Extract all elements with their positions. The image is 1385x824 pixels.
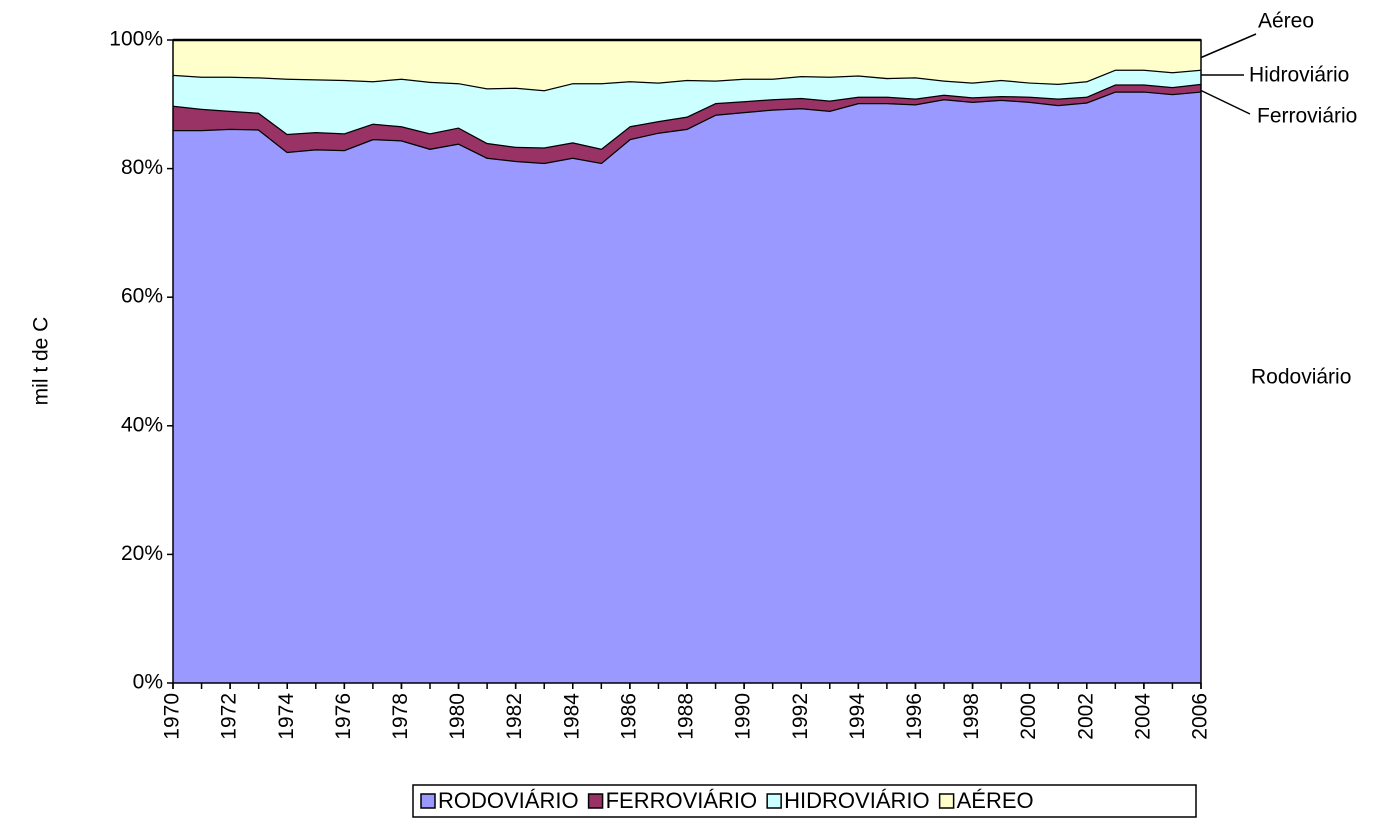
legend-label: HIDROVIÁRIO [784,788,929,813]
leader-line [1199,33,1257,59]
x-tick-label: 1972 [218,693,241,740]
y-tick-label: 60% [121,285,163,308]
leader-line [1199,89,1251,115]
x-tick-label: 1974 [275,693,298,740]
area [173,91,1201,683]
annotation: Ferroviário [1257,105,1357,128]
legend-label: RODOVIÁRIO [438,788,579,813]
x-tick-label: 1992 [789,693,812,740]
x-tick-label: 1970 [161,693,184,740]
y-tick-label: 80% [121,156,163,179]
x-tick-label: 2006 [1189,693,1212,740]
legend-label: FERROVIÁRIO [606,788,758,813]
legend [412,784,1197,818]
legend-swatch [938,793,955,809]
x-tick-label: 1998 [960,693,983,740]
x-tick-label: 1976 [332,693,355,740]
y-tick-label: 0% [133,671,163,694]
y-tick-label: 100% [109,28,163,51]
x-tick-label: 2004 [1131,693,1154,740]
legend-swatch [587,793,604,809]
area [173,40,1201,91]
annotation: Hidroviário [1249,64,1349,87]
area [173,83,1201,163]
x-tick-label: 1990 [732,693,755,740]
x-tick-label: 1994 [846,693,869,740]
x-tick-label: 2000 [1017,693,1040,740]
x-tick-label: 1996 [903,693,926,740]
x-tick-label: 1980 [446,693,469,740]
legend-swatch [766,793,782,809]
annotation: Rodoviário [1251,366,1351,389]
x-tick-label: 1988 [675,693,698,740]
x-tick-label: 1982 [503,693,526,740]
area [173,69,1201,149]
annotation: Aéreo [1258,10,1314,33]
y-tick-label: 40% [121,413,163,436]
x-tick-label: 2002 [1074,693,1097,740]
x-tick-label: 1986 [617,693,640,740]
legend-label: AÉREO [957,788,1034,813]
x-tick-label: 1984 [560,693,583,740]
y-tick-label: 20% [121,542,163,565]
legend-swatch [420,793,436,809]
x-tick-label: 1978 [389,693,412,740]
y-axis-label: mil t de C [30,317,53,406]
